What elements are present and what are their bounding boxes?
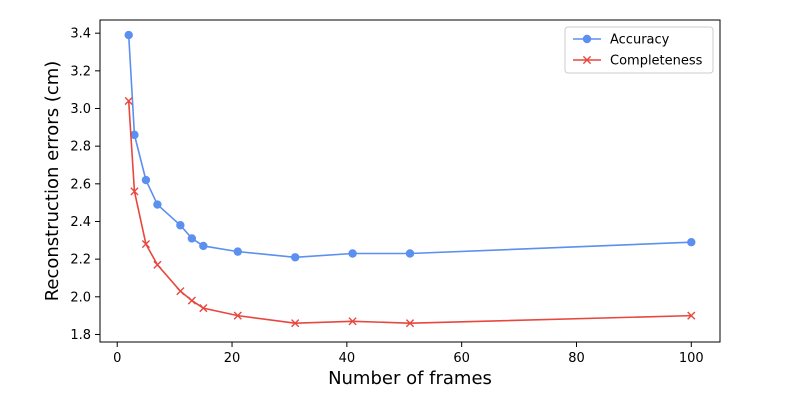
accuracy-point (176, 221, 185, 230)
x-tick-label: 20 (224, 351, 241, 366)
accuracy-point (405, 249, 415, 258)
completeness-point (233, 311, 242, 320)
legend-box (564, 26, 714, 74)
completeness-point (348, 317, 357, 326)
y-tick-label: 2.0 (70, 290, 91, 305)
accuracy-point (199, 241, 208, 251)
completeness-series-line (127, 100, 692, 324)
completeness-point (687, 311, 696, 320)
x-tick-label: 80 (568, 351, 585, 366)
completeness-point (199, 304, 208, 313)
accuracy-point (348, 249, 357, 258)
completeness-point (176, 287, 185, 296)
accuracy-point (130, 130, 139, 140)
legend-completeness-label: Completeness (610, 54, 703, 69)
y-tick-label: 2.4 (70, 215, 91, 230)
completeness-point (405, 319, 415, 328)
legend-accuracy-label: Accuracy (610, 33, 670, 48)
accuracy-point (290, 253, 300, 262)
legend: Accuracy Completeness (564, 26, 714, 74)
accuracy-point (687, 237, 696, 247)
y-tick-label: 3.2 (70, 64, 91, 79)
legend-accuracy-marker (582, 34, 592, 44)
y-tick-label: 2.2 (70, 253, 91, 268)
x-tick-label: 100 (679, 351, 704, 366)
x-tick-label: 0 (113, 351, 121, 366)
y-axis-ticks: 1.8 2.0 2.2 2.4 2.6 2.8 3.0 3.2 3.4 (70, 27, 100, 343)
accuracy-point (124, 30, 133, 40)
y-tick-label: 2.6 (70, 177, 91, 192)
x-tick-label: 40 (339, 351, 356, 366)
y-tick-label: 1.8 (70, 328, 91, 343)
plot-area (124, 30, 696, 328)
y-tick-label: 3.4 (70, 27, 91, 42)
completeness-point (153, 260, 162, 269)
x-tick-label: 60 (453, 351, 470, 366)
y-tick-label: 2.8 (70, 140, 91, 155)
completeness-point (130, 187, 139, 196)
x-axis-title: Number of frames (328, 368, 492, 389)
legend-completeness-marker (582, 55, 592, 65)
accuracy-point (233, 247, 242, 256)
accuracy-series-line (127, 35, 692, 259)
completeness-point (291, 319, 300, 328)
completeness-point (187, 296, 196, 305)
completeness-point (141, 239, 151, 249)
accuracy-point (141, 175, 151, 185)
x-axis-ticks: 0 20 40 60 80 100 (113, 342, 704, 366)
accuracy-point (187, 234, 197, 243)
accuracy-point (153, 200, 162, 209)
completeness-point (124, 96, 133, 106)
y-tick-label: 3.0 (70, 102, 91, 117)
y-axis-title: Reconstruction errors (cm) (42, 61, 63, 302)
axes-frame (99, 19, 721, 343)
